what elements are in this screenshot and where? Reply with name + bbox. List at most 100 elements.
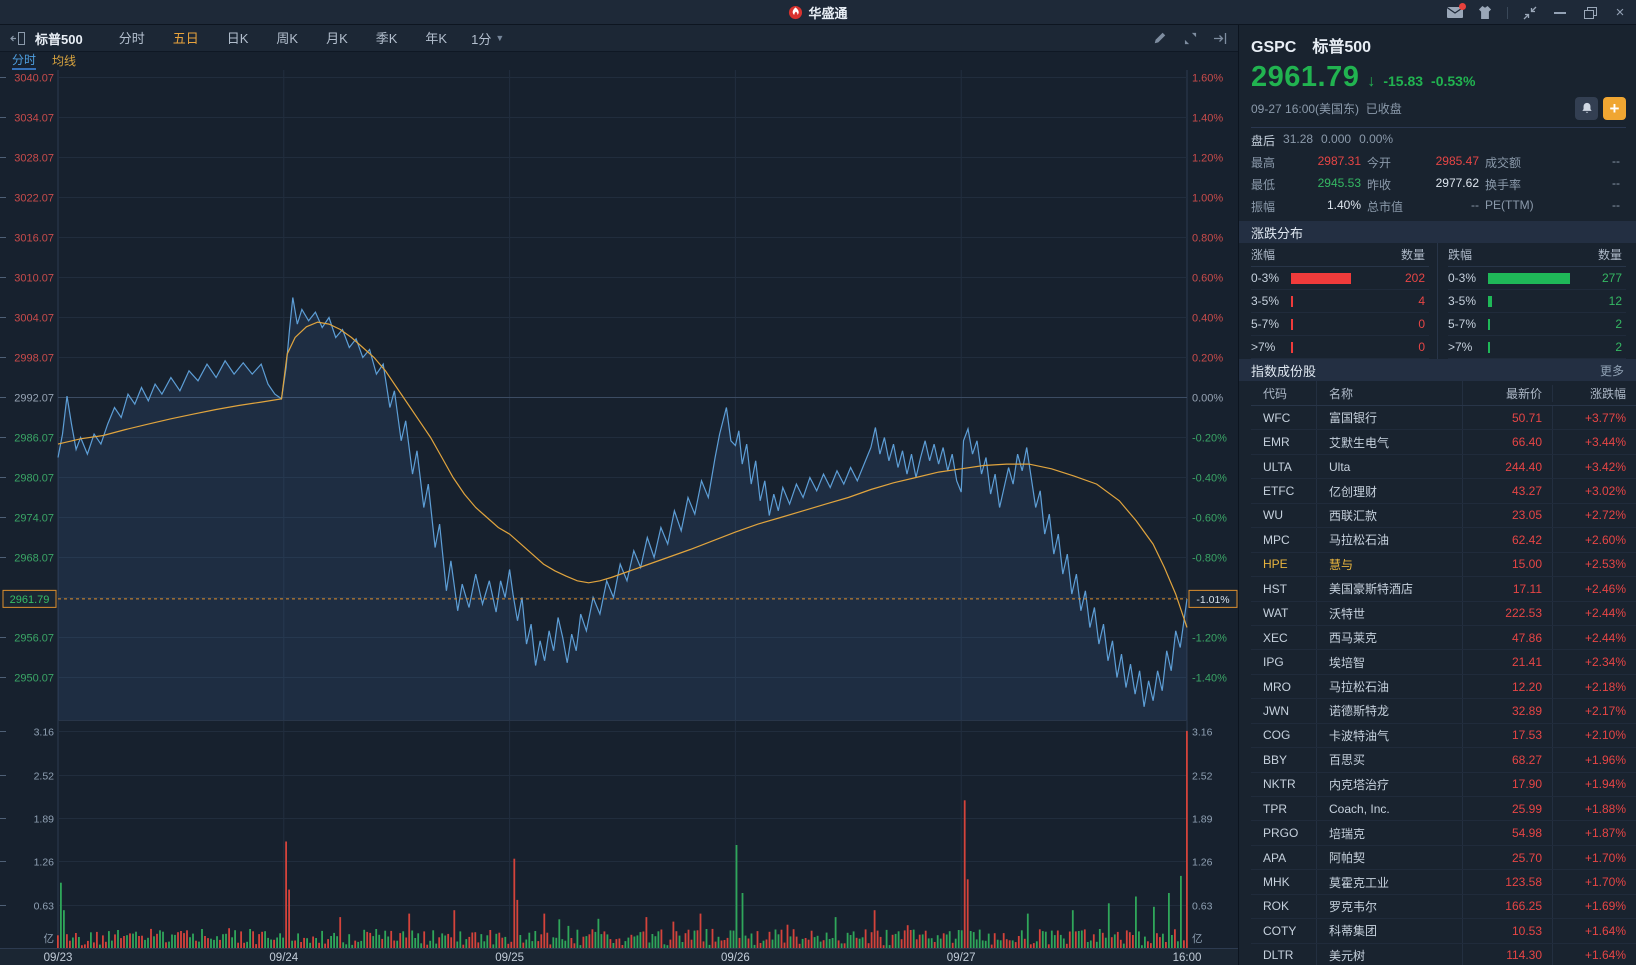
table-row-HPE[interactable]: HPE 慧与 15.00 +2.53%: [1251, 552, 1636, 578]
tab-周K[interactable]: 周K: [276, 30, 299, 46]
legend-均线[interactable]: 均线: [52, 54, 77, 68]
mail-icon[interactable]: [1447, 2, 1466, 21]
table-row-APA[interactable]: APA 阿帕契 25.70 +1.70%: [1251, 845, 1636, 871]
svg-text:3040.07: 3040.07: [14, 73, 54, 85]
decliners-table: 跌幅 数量 0-3% 277 3-5% 12 5-7% 2 >7% 2: [1438, 243, 1626, 359]
fullscreen-icon[interactable]: [1182, 30, 1198, 46]
range-label: 0-3%: [1251, 271, 1280, 285]
stat-label: 换手率: [1485, 178, 1522, 192]
maximize-icon[interactable]: [1582, 5, 1598, 21]
cell-change: +2.10%: [1584, 728, 1626, 743]
cell-change: +2.44%: [1584, 630, 1626, 645]
column-header-代码[interactable]: 代码: [1251, 381, 1317, 405]
cell-code: APA: [1251, 845, 1317, 870]
price-chart[interactable]: 3040.07 1.60% 3034.07 1.40% 3028.07 1.20% 3022…: [0, 70, 1238, 965]
distribution-bar: [1488, 318, 1490, 330]
table-row-DLTR[interactable]: DLTR 美元树 114.30 +1.64%: [1251, 943, 1636, 965]
tab-年K[interactable]: 年K: [425, 30, 448, 46]
table-row-WU[interactable]: WU 西联汇款 23.05 +2.72%: [1251, 503, 1636, 529]
chart-symbol-label[interactable]: 标普500: [35, 31, 83, 47]
after-hours-pct: 0.00%: [1359, 132, 1394, 146]
column-header-涨跌幅[interactable]: 涨跌幅: [1589, 386, 1626, 401]
quote-time: 09-27 16:00(美国东): [1251, 102, 1360, 116]
table-row-JWN[interactable]: JWN 诺德斯特龙 32.89 +2.17%: [1251, 699, 1636, 724]
cell-price: 21.41: [1463, 650, 1553, 674]
close-icon[interactable]: ×: [1615, 4, 1625, 21]
chevron-down-icon[interactable]: ▼: [495, 33, 505, 43]
cell-code: HPE: [1251, 552, 1317, 577]
sidebar-toggle-icon[interactable]: [10, 31, 25, 45]
svg-text:1.20%: 1.20%: [1192, 153, 1223, 165]
table-row-MRO[interactable]: MRO 马拉松石油 12.20 +2.18%: [1251, 674, 1636, 700]
minimize-icon[interactable]: [1552, 5, 1568, 21]
after-hours-row: 盘后 31.28 0.000 0.00%: [1251, 127, 1626, 152]
tab-月K[interactable]: 月K: [326, 30, 348, 46]
table-row-COG[interactable]: COG 卡波特油气 17.53 +2.10%: [1251, 723, 1636, 749]
table-row-NKTR[interactable]: NKTR 内克塔治疗 17.90 +1.94%: [1251, 772, 1636, 797]
collapse-right-icon[interactable]: [1212, 30, 1228, 46]
table-row-IPG[interactable]: IPG 埃培智 21.41 +2.34%: [1251, 650, 1636, 675]
cell-price: 123.58: [1463, 870, 1553, 894]
table-row-EMR[interactable]: EMR 艾默生电气 66.40 +3.44%: [1251, 430, 1636, 455]
shrink-icon[interactable]: [1522, 5, 1538, 21]
constituents-section-header: 指数成份股 更多: [1239, 359, 1636, 381]
cell-name: 罗克韦尔: [1317, 894, 1463, 919]
title-bar[interactable]: 华盛通 ×: [0, 0, 1636, 25]
svg-text:2980.07: 2980.07: [14, 473, 54, 485]
table-row-ROK[interactable]: ROK 罗克韦尔 166.25 +1.69%: [1251, 894, 1636, 920]
table-row-PRGO[interactable]: PRGO 培瑞克 54.98 +1.87%: [1251, 821, 1636, 846]
stock-code: GSPC: [1251, 39, 1297, 56]
table-row-MHK[interactable]: MHK 莫霍克工业 123.58 +1.70%: [1251, 870, 1636, 895]
cell-change: +1.70%: [1584, 850, 1626, 865]
distribution-bar: [1488, 341, 1490, 353]
cell-name: 莫霍克工业: [1317, 870, 1463, 894]
range-label: >7%: [1251, 340, 1276, 354]
count-value: 4: [1418, 294, 1425, 308]
tab-季K[interactable]: 季K: [375, 30, 398, 46]
constituents-title: 指数成份股: [1251, 363, 1317, 379]
theme-icon[interactable]: [1477, 5, 1493, 21]
table-row-ULTA[interactable]: ULTA Ulta 244.40 +3.42%: [1251, 454, 1636, 480]
cell-name: 马拉松石油: [1317, 528, 1463, 552]
table-row-ETFC[interactable]: ETFC 亿创理财 43.27 +3.02%: [1251, 479, 1636, 504]
table-row-XEC[interactable]: XEC 西马莱克 47.86 +2.44%: [1251, 625, 1636, 651]
cell-code: MRO: [1251, 674, 1317, 699]
more-link[interactable]: 更多: [1599, 363, 1624, 378]
add-watchlist-button[interactable]: +: [1603, 97, 1626, 120]
cell-change: +1.64%: [1584, 923, 1626, 938]
tab-日K[interactable]: 日K: [226, 30, 249, 46]
table-row-WFC[interactable]: WFC 富国银行 50.71 +3.77%: [1251, 406, 1636, 431]
constituents-table-header: 代码 名称 最新价 涨跌幅: [1251, 381, 1636, 406]
cell-name: 诺德斯特龙: [1317, 699, 1463, 723]
column-header-最新价[interactable]: 最新价: [1463, 384, 1553, 402]
svg-text:2992.07: 2992.07: [14, 393, 54, 405]
svg-text:16:00: 16:00: [1173, 952, 1202, 964]
svg-text:3016.07: 3016.07: [14, 233, 54, 245]
edit-icon[interactable]: [1152, 30, 1168, 46]
cell-change: +2.44%: [1584, 606, 1626, 621]
svg-text:-0.20%: -0.20%: [1192, 433, 1227, 445]
table-row-TPR[interactable]: TPR Coach, Inc. 25.99 +1.88%: [1251, 797, 1636, 822]
distribution-title: 涨跌分布: [1251, 225, 1304, 241]
legend-分时[interactable]: 分时: [12, 52, 37, 70]
alert-bell-button[interactable]: [1575, 97, 1598, 120]
distribution-section-header: 涨跌分布: [1239, 221, 1636, 243]
cell-name: 西联汇款: [1317, 503, 1463, 528]
cell-change: +2.60%: [1584, 532, 1626, 547]
tab-五日[interactable]: 五日: [172, 30, 199, 46]
table-row-WAT[interactable]: WAT 沃特世 222.53 +2.44%: [1251, 601, 1636, 626]
price-change: -15.83: [1383, 73, 1424, 89]
svg-text:0.00%: 0.00%: [1192, 393, 1223, 405]
cell-code: IPG: [1251, 650, 1317, 674]
table-row-BBY[interactable]: BBY 百思买 68.27 +1.96%: [1251, 748, 1636, 773]
count-value: 0: [1418, 317, 1425, 331]
column-header-名称[interactable]: 名称: [1317, 381, 1463, 405]
table-row-HST[interactable]: HST 美国豪斯特酒店 17.11 +2.46%: [1251, 577, 1636, 602]
cell-change: +1.69%: [1584, 899, 1626, 914]
table-row-COTY[interactable]: COTY 科蒂集团 10.53 +1.64%: [1251, 919, 1636, 944]
cell-price: 50.71: [1463, 406, 1553, 430]
tab-分时[interactable]: 分时: [118, 30, 145, 46]
interval-select[interactable]: 1分: [471, 31, 492, 47]
table-row-MPC[interactable]: MPC 马拉松石油 62.42 +2.60%: [1251, 528, 1636, 553]
